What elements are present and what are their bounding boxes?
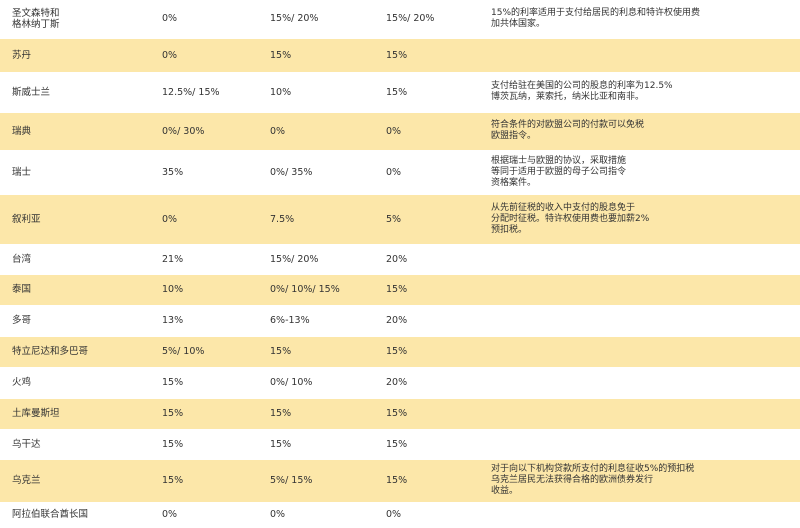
rate-cell-1: 13% [162, 315, 184, 326]
note-cell: 根据瑞士与欧盟的协议，采取措施 等同于适用于欧盟的母子公司指令 资格案件。 [491, 155, 627, 188]
table-row: 泰国 10% 0%/ 10%/ 15% 15% [0, 274, 800, 305]
rate-cell-2: 0%/ 10% [270, 377, 313, 388]
rate-cell-2: 6%-13% [270, 315, 310, 326]
note-cell [479, 336, 800, 367]
note-cell [479, 274, 800, 305]
rate-cell-2: 0%/ 35% [270, 166, 313, 178]
rate-cell-1: 10% [150, 274, 258, 305]
note-cell [479, 305, 800, 336]
country-cell: 瑞典 [0, 112, 150, 150]
rate-cell-1: 0% [162, 509, 178, 520]
rate-cell-1: 0% [150, 38, 258, 72]
table-row: 斯威士兰 12.5%/ 15% 10% 15% 支付给驻在美国的公司的股息的利率… [0, 72, 800, 112]
note-cell [479, 398, 800, 429]
country-cell: 苏丹 [0, 38, 150, 72]
rate-cell-1: 15% [162, 377, 184, 388]
table-row: 叙利亚 0% 7.5% 5% 从先前征税的收入中支付的股息免于 分配时征税。特许… [0, 194, 800, 244]
country-cell: 乌干达 [12, 438, 41, 450]
rate-cell-2: 10% [270, 86, 292, 98]
note-cell [479, 244, 800, 274]
rate-cell-2: 15% [270, 438, 292, 450]
rate-cell-1: 0% [162, 13, 178, 25]
rate-cell-3: 20% [386, 253, 408, 265]
rate-cell-2: 15%/ 20% [270, 13, 319, 25]
country-cell: 火鸡 [12, 377, 32, 388]
rate-cell-1: 5%/ 10% [150, 336, 258, 367]
rate-cell-2: 0% [270, 509, 286, 520]
rate-cell-3: 15% [374, 398, 479, 429]
rate-cell-1: 15% [162, 438, 184, 450]
note-cell [479, 502, 800, 527]
country-cell: 斯威士兰 [12, 86, 51, 98]
rate-cell-1: 0%/ 30% [150, 112, 258, 150]
country-cell: 圣文森特和 格林纳丁斯 [12, 7, 60, 30]
rate-cell-3: 20% [386, 377, 408, 388]
rate-cell-1: 15% [150, 398, 258, 429]
country-cell: 台湾 [12, 253, 32, 265]
table-row: 乌克兰 15% 5%/ 15% 15% 对于向以下机构贷款所支付的利息征收5%的… [0, 459, 800, 502]
rate-cell-1: 21% [162, 253, 184, 265]
rate-cell-2: 5%/ 15% [258, 459, 374, 502]
table-row: 台湾 21% 15%/ 20% 20% [0, 244, 800, 274]
table-row: 火鸡 15% 0%/ 10% 20% [0, 367, 800, 398]
rate-cell-3: 15% [374, 336, 479, 367]
note-cell [479, 38, 800, 72]
rate-cell-2: 15% [258, 336, 374, 367]
country-cell: 瑞士 [12, 166, 32, 178]
rate-cell-3: 15% [374, 38, 479, 72]
country-cell: 叙利亚 [0, 194, 150, 244]
table-row: 土库曼斯坦 15% 15% 15% [0, 398, 800, 429]
table-row: 特立尼达和多巴哥 5%/ 10% 15% 15% [0, 336, 800, 367]
country-cell: 阿拉伯联合酋长国 [12, 509, 89, 520]
table-row: 瑞典 0%/ 30% 0% 0% 符合条件的对欧盟公司的付款可以免税 欧盟指令。 [0, 112, 800, 150]
country-cell: 多哥 [12, 315, 32, 326]
note-cell: 符合条件的对欧盟公司的付款可以免税 欧盟指令。 [479, 112, 800, 150]
rate-cell-3: 5% [374, 194, 479, 244]
rate-cell-2: 15% [258, 398, 374, 429]
rate-cell-2: 0% [258, 112, 374, 150]
rate-cell-2: 0%/ 10%/ 15% [258, 274, 374, 305]
rate-cell-2: 15% [258, 38, 374, 72]
table-row: 乌干达 15% 15% 15% [0, 429, 800, 459]
table-row: 阿拉伯联合酋长国 0% 0% 0% [0, 502, 800, 527]
rate-cell-3: 0% [374, 112, 479, 150]
note-cell: 支付给驻在美国的公司的股息的利率为12.5% 博茨瓦纳，莱索托，纳米比亚和南非。 [491, 81, 673, 102]
rate-cell-3: 0% [386, 166, 402, 178]
rate-cell-3: 15% [374, 459, 479, 502]
rate-cell-3: 0% [386, 509, 402, 520]
table-row: 瑞士 35% 0%/ 35% 0% 根据瑞士与欧盟的协议，采取措施 等同于适用于… [0, 150, 800, 194]
note-cell [479, 429, 800, 459]
rate-cell-1: 15% [150, 459, 258, 502]
note-cell [479, 367, 800, 398]
rate-cell-2: 15%/ 20% [270, 253, 319, 265]
rate-cell-3: 15% [386, 438, 408, 450]
country-cell: 泰国 [0, 274, 150, 305]
rate-cell-2: 7.5% [258, 194, 374, 244]
table-row: 苏丹 0% 15% 15% [0, 38, 800, 72]
country-cell: 土库曼斯坦 [0, 398, 150, 429]
note-cell: 从先前征税的收入中支付的股息免于 分配时征税。特许权使用费也要加薪2% 预扣税。 [479, 194, 800, 244]
note-cell: 对于向以下机构贷款所支付的利息征收5%的预扣税 乌克兰居民无法获得合格的欧洲债券… [479, 459, 800, 502]
note-cell: 15%的利率适用于支付给居民的利息和特许权使用费 加共体国家。 [491, 7, 701, 29]
rate-cell-3: 20% [386, 315, 408, 326]
table-row: 圣文森特和 格林纳丁斯 0% 15%/ 20% 15%/ 20% 15%的利率适… [0, 0, 800, 38]
rate-cell-3: 15%/ 20% [386, 13, 435, 25]
rate-cell-1: 12.5%/ 15% [162, 86, 220, 98]
rate-cell-3: 15% [374, 274, 479, 305]
rate-cell-3: 15% [386, 86, 408, 98]
table-row: 多哥 13% 6%-13% 20% [0, 305, 800, 336]
country-cell: 特立尼达和多巴哥 [0, 336, 150, 367]
rate-cell-1: 35% [162, 166, 184, 178]
country-cell: 乌克兰 [0, 459, 150, 502]
rate-cell-1: 0% [150, 194, 258, 244]
